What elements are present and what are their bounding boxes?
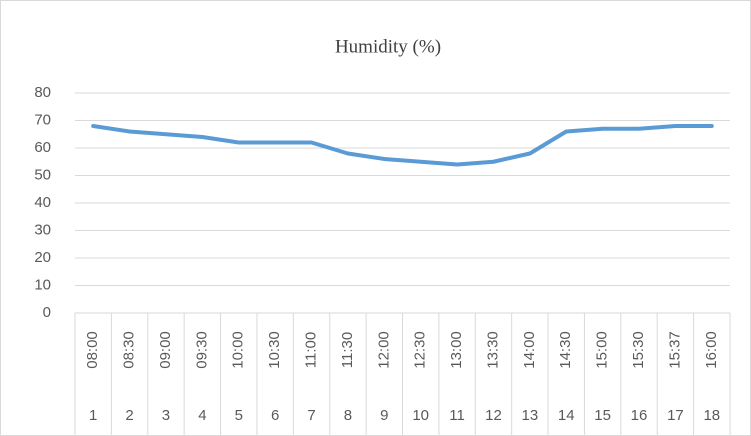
y-tick-label: 70 (34, 111, 51, 128)
x-group-label: 6 (271, 407, 279, 424)
y-tick-label: 60 (34, 139, 51, 156)
x-group-label: 8 (344, 407, 352, 424)
x-group-label: 17 (667, 407, 684, 424)
y-tick-label: 40 (34, 194, 51, 211)
x-tick-label: 14:30 (557, 331, 574, 369)
x-tick-label: 16:00 (703, 331, 720, 369)
x-group-label: 2 (125, 407, 133, 424)
x-tick-label: 08:00 (84, 331, 101, 369)
y-tick-label: 20 (34, 249, 51, 266)
x-tick-label: 09:00 (157, 331, 174, 369)
x-group-label: 1 (89, 407, 97, 424)
x-tick-label: 08:30 (121, 331, 138, 369)
x-group-label: 4 (198, 407, 206, 424)
x-group-label: 12 (485, 407, 502, 424)
x-group-label: 7 (307, 407, 315, 424)
x-group-label: 15 (594, 407, 611, 424)
x-group-label: 14 (558, 407, 575, 424)
x-group-label: 13 (522, 407, 539, 424)
x-group-label: 11 (449, 407, 465, 424)
y-tick-label: 0 (43, 304, 51, 321)
x-tick-label: 13:30 (484, 331, 501, 369)
y-tick-label: 50 (34, 166, 51, 183)
x-tick-label: 11:00 (302, 332, 319, 368)
x-group-label: 18 (703, 407, 720, 424)
x-group-label: 10 (412, 407, 429, 424)
y-tick-label: 80 (34, 84, 51, 101)
x-tick-label: 12:30 (412, 331, 429, 369)
x-group-label: 9 (380, 407, 388, 424)
x-group-label: 5 (235, 407, 243, 424)
y-tick-label: 30 (34, 221, 51, 238)
x-tick-label: 11:30 (339, 332, 356, 368)
x-tick-label: 10:00 (230, 331, 247, 369)
x-tick-label: 12:00 (375, 331, 392, 369)
x-tick-label: 14:00 (521, 331, 538, 369)
x-tick-label: 10:30 (266, 331, 283, 369)
x-tick-label: 13:00 (448, 331, 465, 369)
chart-title: Humidity (%) (335, 36, 441, 57)
x-group-label: 3 (162, 407, 170, 424)
line-series (91, 124, 714, 167)
x-tick-label: 15:00 (594, 331, 611, 369)
x-tick-label: 15:37 (666, 331, 683, 369)
x-tick-label: 15:30 (630, 331, 647, 369)
x-tick-label: 09:30 (193, 331, 210, 369)
y-tick-label: 10 (34, 276, 51, 293)
x-group-label: 16 (631, 407, 648, 424)
